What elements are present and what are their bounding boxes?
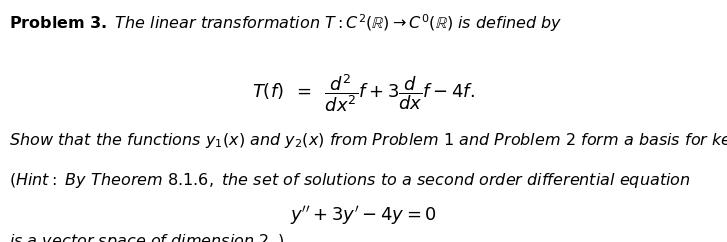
Text: $\it{(Hint:\ By\ Theorem\ 8.1.6,\ the\ set\ of\ solutions\ to\ a\ second\ order\: $\it{(Hint:\ By\ Theorem\ 8.1.6,\ the\ s… xyxy=(9,171,691,190)
Text: $T(f)\;\;=\;\;\dfrac{d^2}{dx^2}f + 3\dfrac{d}{dx}f - 4f.$: $T(f)\;\;=\;\;\dfrac{d^2}{dx^2}f + 3\dfr… xyxy=(252,73,475,114)
Text: $\it{is\ a\ vector\ space\ of\ dimension\ 2.)}$: $\it{is\ a\ vector\ space\ of\ dimension… xyxy=(9,232,284,242)
Text: $y^{\prime\prime} + 3y^{\prime} - 4y = 0$: $y^{\prime\prime} + 3y^{\prime} - 4y = 0… xyxy=(290,204,437,227)
Text: $\bf{Problem\ 3.}$ $\it{The\ linear\ transformation\ }$$T : C^2(\mathbb{R}) \rig: $\bf{Problem\ 3.}$ $\it{The\ linear\ tra… xyxy=(9,12,563,34)
Text: $\it{Show\ that\ the\ functions\ }$$y_1(x)$$\it{\ and\ }$$y_2(x)$$\it{\ from\ Pr: $\it{Show\ that\ the\ functions\ }$$y_1(… xyxy=(9,131,727,150)
